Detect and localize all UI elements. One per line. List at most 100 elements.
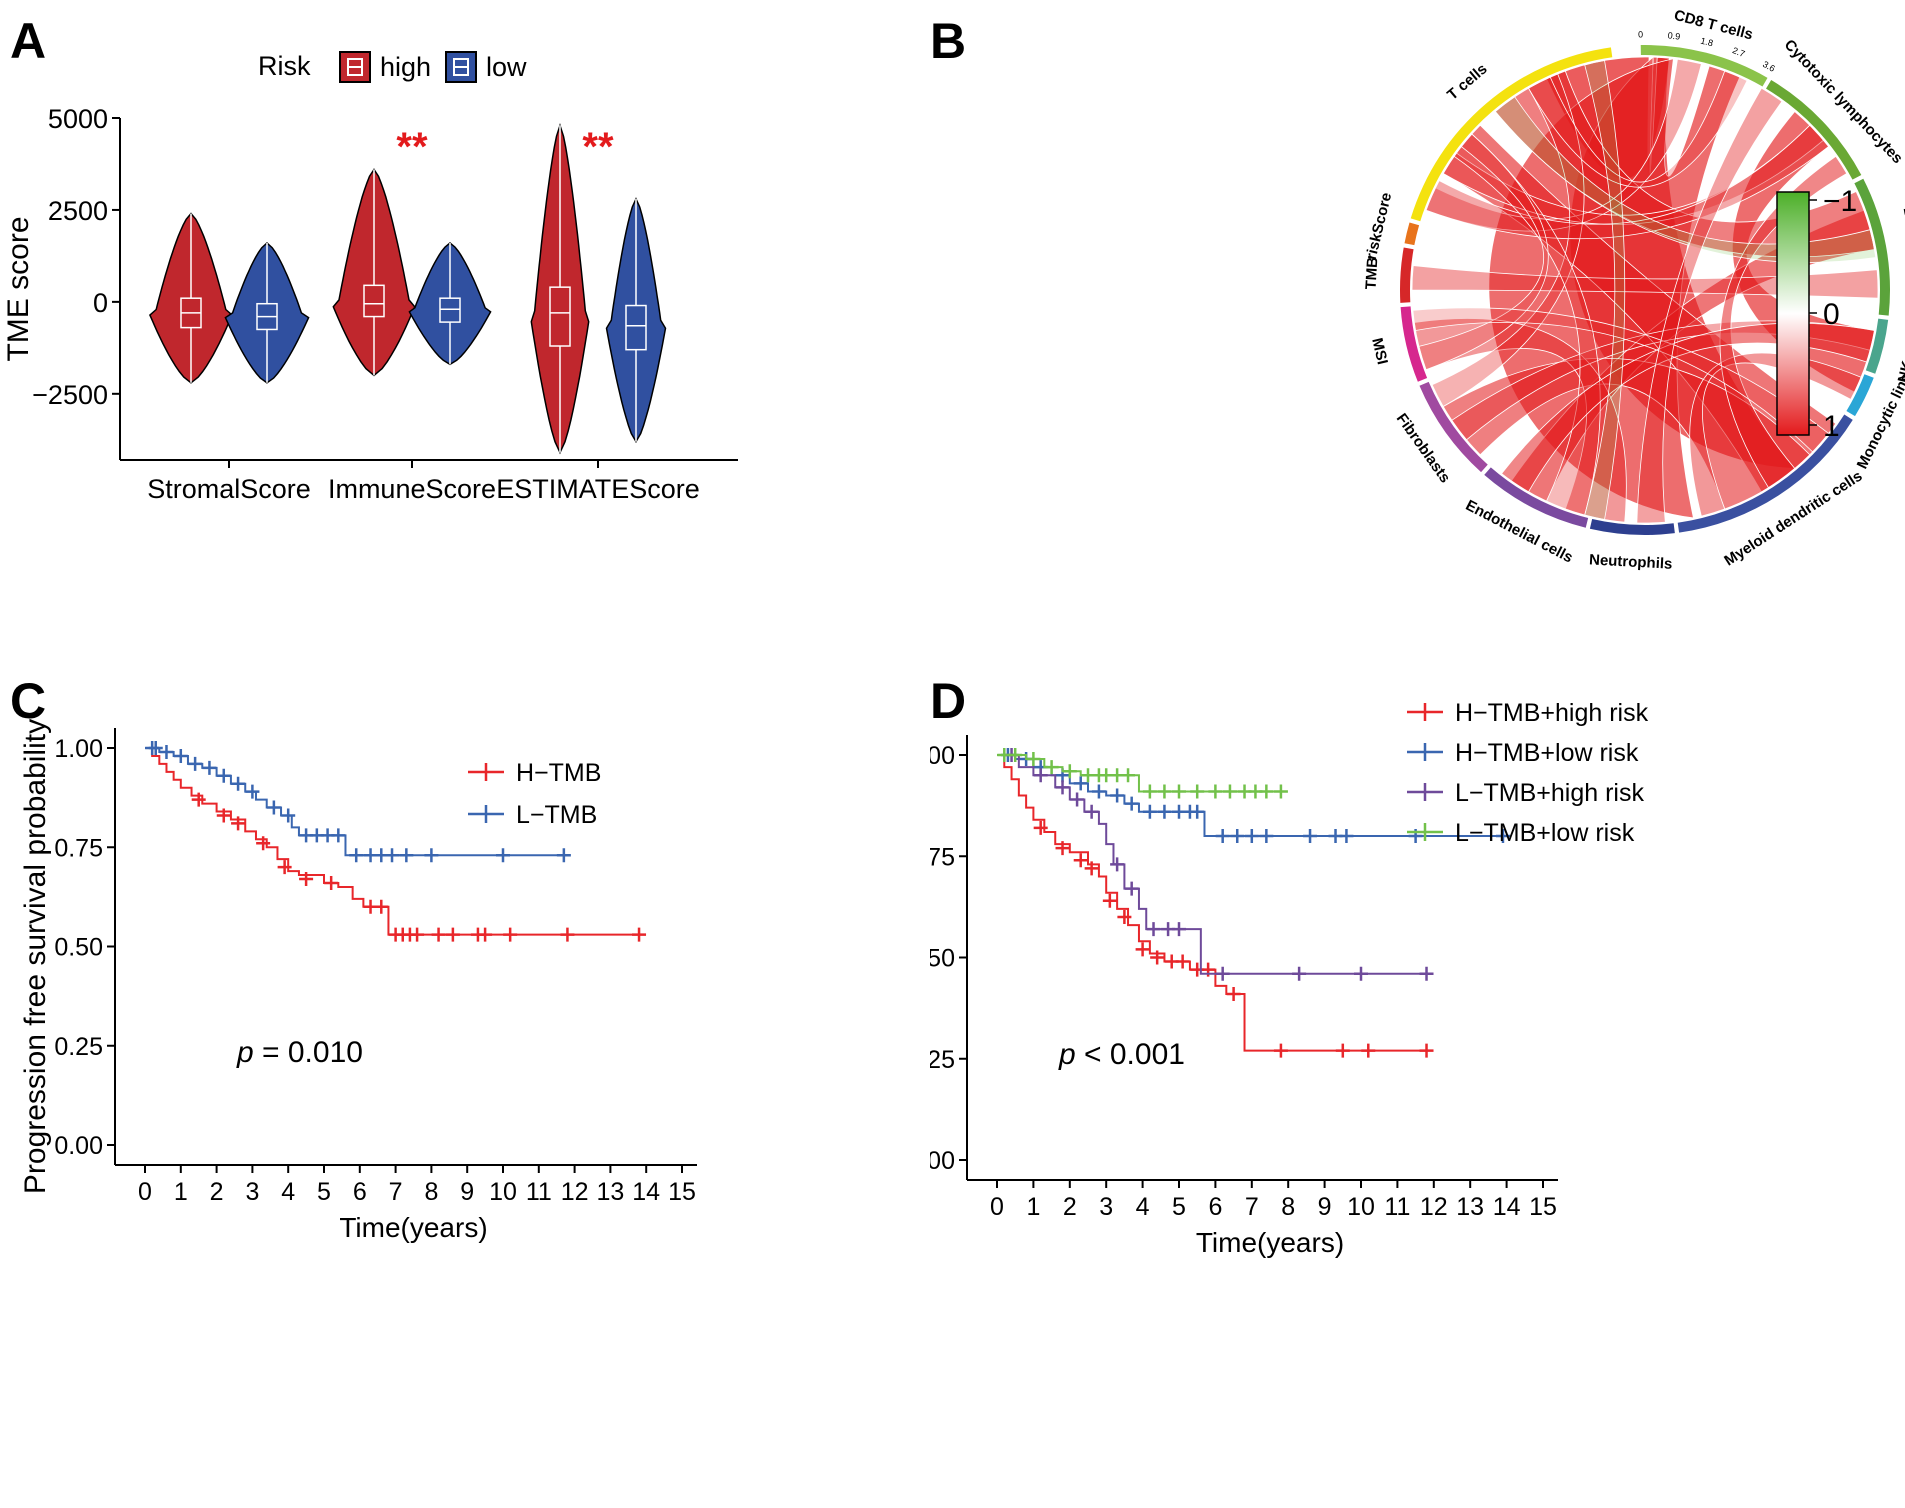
axes: 5000 2500 0 −2500 TME score	[2, 104, 738, 461]
chord-link	[1418, 133, 1549, 371]
x-tick-label: 3	[245, 1178, 259, 1206]
x-tick-label: 6	[1208, 1193, 1222, 1221]
censor-mark	[560, 927, 575, 942]
chord-link	[1425, 124, 1830, 240]
censor-mark	[266, 800, 281, 815]
censor-mark	[1222, 784, 1237, 799]
chord-link	[1636, 87, 1783, 524]
censor-mark	[1008, 748, 1023, 762]
legend-swatch	[1407, 703, 1443, 721]
censor-mark	[496, 848, 510, 863]
x-tick-label: 5	[317, 1178, 331, 1206]
sector-label: MSI	[1368, 336, 1391, 366]
sector-arc	[1640, 45, 1768, 87]
legend-swatch	[1407, 743, 1443, 761]
censor-mark	[1084, 804, 1099, 819]
censor-mark	[188, 756, 203, 771]
sector-arc	[1854, 178, 1890, 316]
sector-arc	[1404, 222, 1420, 246]
censor-mark	[1244, 829, 1259, 843]
x-tick-label: 2	[210, 1178, 224, 1206]
censor-mark	[148, 741, 163, 755]
x-tick-label: 6	[353, 1178, 367, 1206]
censor-mark	[424, 848, 439, 863]
y-axis-label: Progression free survival probability	[19, 719, 52, 1194]
x-tick-label: 10	[1347, 1193, 1375, 1221]
sector-arc	[1846, 374, 1874, 417]
sector-tick-label: 1.8	[1700, 36, 1715, 49]
y-tick-label: 0.00	[54, 1132, 103, 1160]
x-tick-label: 5	[1172, 1193, 1186, 1221]
censor-mark	[399, 848, 414, 863]
censor-mark	[374, 899, 389, 914]
censor-mark	[191, 792, 206, 807]
legend-label-high: high	[380, 52, 431, 82]
panel-label-b: B	[930, 13, 966, 69]
censor-mark	[556, 848, 571, 863]
legend-label: H−TMB+low risk	[1455, 739, 1639, 767]
y-axis-label: TME score	[2, 216, 35, 361]
x-tick-label: 7	[389, 1178, 403, 1206]
y-tick-label: 0.50	[54, 934, 103, 962]
sector-tick-label: 3.6	[1761, 59, 1777, 74]
sector-label: B lineage	[1900, 206, 1905, 275]
sector-tick-label: 0.9	[1667, 30, 1681, 41]
x-tick-label: 12	[561, 1178, 589, 1206]
censor-mark	[299, 872, 314, 887]
censor-mark	[216, 808, 231, 823]
censor-mark	[1175, 954, 1190, 969]
x-tick-label: 1	[174, 1178, 188, 1206]
legend-swatch	[468, 805, 504, 823]
censor-mark	[1073, 853, 1088, 868]
box-low	[625, 304, 647, 351]
y-tick-label: 0.25	[930, 1046, 955, 1074]
sector-label: T cells	[1444, 60, 1491, 103]
panel-a: A Risk high low 5000 2500 0 −2500 TME score St…	[2, 13, 738, 504]
legend-swatch-high	[339, 51, 371, 83]
panel-c: C 0.000.250.500.751.000 1 2 3 4 5 6 7 8 9 10 11 12 13…	[10, 673, 697, 1243]
legend: Risk high low	[258, 51, 527, 83]
censor-mark	[277, 860, 292, 875]
censor-mark	[410, 927, 425, 942]
x-tick-label: 15	[668, 1178, 696, 1206]
censor-mark	[1208, 784, 1223, 799]
chord-link	[1412, 307, 1830, 453]
chord-link	[1431, 73, 1585, 408]
censor-mark	[1273, 1043, 1288, 1058]
box-high	[549, 286, 571, 347]
x-tick-label: 9	[1318, 1193, 1332, 1221]
censor-mark	[1117, 910, 1132, 924]
censor-mark	[478, 927, 493, 942]
x-tick-label: 4	[281, 1178, 295, 1206]
colorbar-bar	[1776, 191, 1810, 436]
chord-link	[1413, 318, 1627, 523]
colorbar-label: −1	[1823, 185, 1857, 218]
censor-mark	[1157, 784, 1172, 799]
censor-mark	[1084, 861, 1099, 876]
censor-mark	[1135, 942, 1150, 957]
legend-label: L−TMB	[516, 801, 597, 829]
censor-mark	[1419, 966, 1434, 981]
chord-link	[1527, 70, 1748, 188]
sector-arc	[1400, 306, 1428, 382]
sector-arc	[1865, 318, 1889, 374]
censor-mark	[1062, 764, 1077, 779]
colorbar-label: 1	[1823, 410, 1840, 443]
p-value-text: < 0.001	[1076, 1038, 1185, 1071]
legend-label-low: low	[486, 52, 527, 82]
censor-mark	[503, 927, 518, 942]
censor-mark	[385, 848, 400, 863]
chord-link	[1500, 322, 1875, 493]
km-curve	[997, 754, 1503, 837]
x-tick-label: 0	[990, 1193, 1004, 1221]
chord-link	[1584, 60, 1626, 520]
p-value: p = 0.010	[236, 1036, 363, 1069]
x-tick-label: 3	[1099, 1193, 1113, 1221]
x-tick-label: StromalScore	[147, 474, 311, 504]
censor-mark	[1033, 820, 1048, 835]
chord-link	[1411, 265, 1879, 299]
y-tick-label: 2500	[48, 196, 108, 226]
y-tick-label: 1.00	[54, 735, 103, 763]
censor-mark	[216, 768, 231, 783]
